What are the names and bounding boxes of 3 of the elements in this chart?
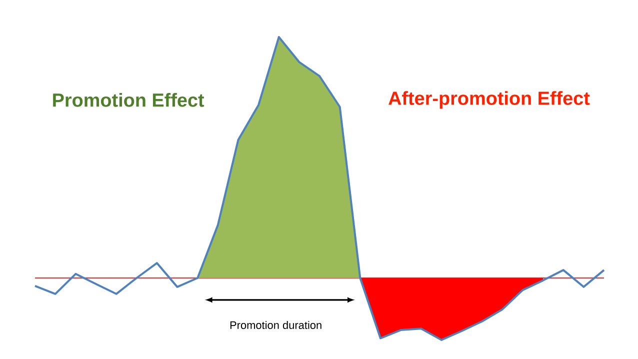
annotation: Promotion duration xyxy=(230,320,322,330)
annotation: After-promotion Effect xyxy=(388,91,590,109)
annotation: Promotion Effect xyxy=(53,92,204,107)
